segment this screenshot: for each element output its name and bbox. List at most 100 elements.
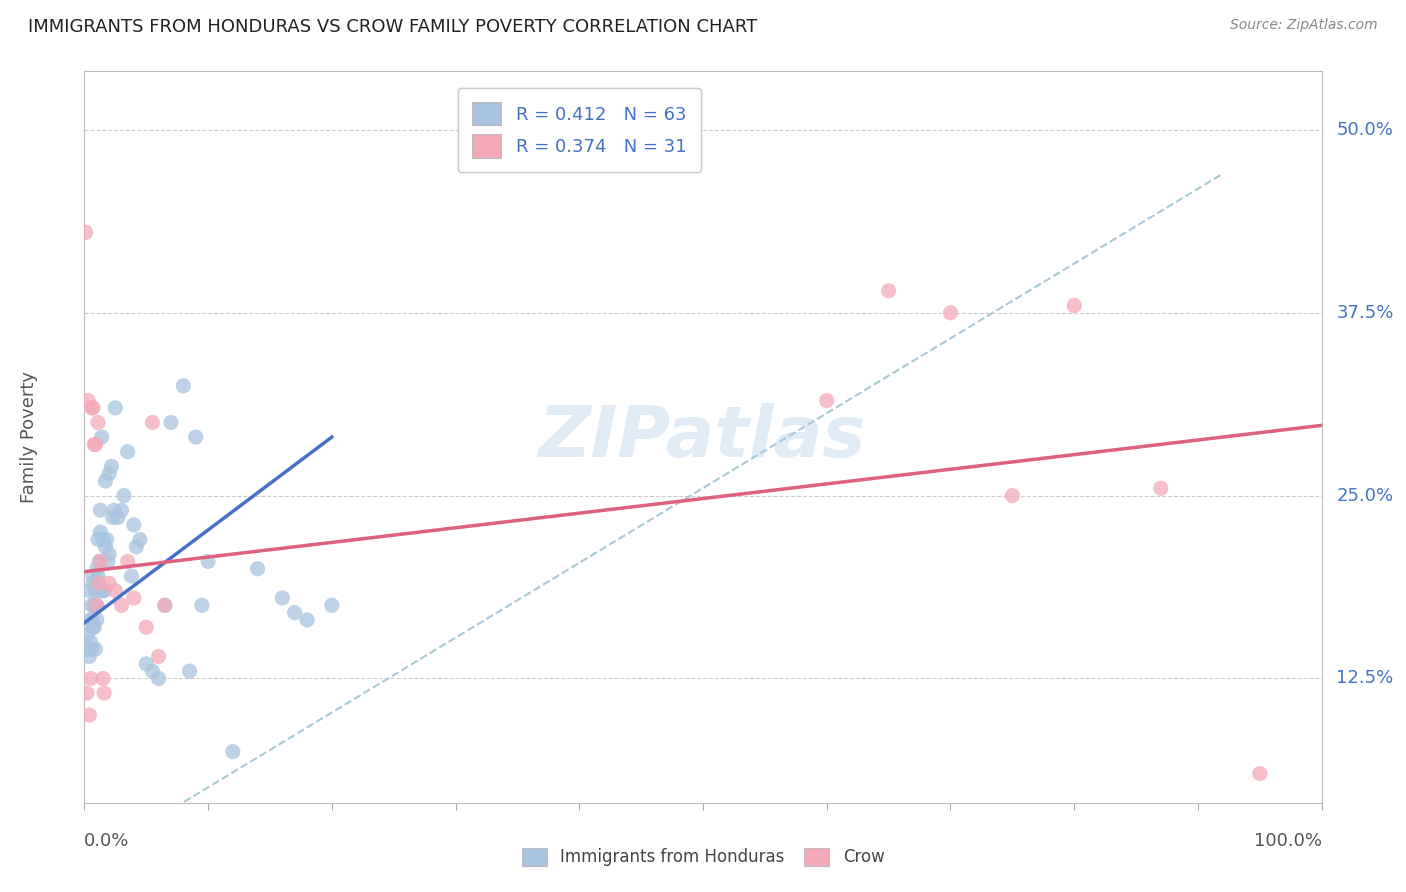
Point xyxy=(321,599,343,613)
Text: ZIPatlas: ZIPatlas xyxy=(540,402,866,472)
Point xyxy=(96,533,118,547)
Point xyxy=(939,306,962,320)
Point xyxy=(83,620,105,634)
Point xyxy=(148,649,170,664)
Point xyxy=(129,533,152,547)
Point xyxy=(93,583,115,598)
Legend: Immigrants from Honduras, Crow: Immigrants from Honduras, Crow xyxy=(513,839,893,875)
Point xyxy=(246,562,269,576)
Point xyxy=(135,620,157,634)
Point xyxy=(86,599,108,613)
Point xyxy=(86,562,108,576)
Text: Family Poverty: Family Poverty xyxy=(20,371,38,503)
Point xyxy=(284,606,307,620)
Point xyxy=(91,672,114,686)
Text: 37.5%: 37.5% xyxy=(1337,304,1393,322)
Point xyxy=(79,583,101,598)
Point xyxy=(89,554,111,568)
Point xyxy=(104,401,127,415)
Point xyxy=(86,599,108,613)
Point xyxy=(79,649,101,664)
Point xyxy=(1249,766,1271,780)
Point xyxy=(87,569,110,583)
Point xyxy=(110,503,132,517)
Point xyxy=(107,510,129,524)
Point xyxy=(117,444,139,458)
Point xyxy=(86,613,108,627)
Text: Source: ZipAtlas.com: Source: ZipAtlas.com xyxy=(1230,18,1378,32)
Point xyxy=(120,569,142,583)
Point xyxy=(103,503,125,517)
Point xyxy=(76,627,98,641)
Point xyxy=(122,591,145,605)
Point xyxy=(83,437,105,451)
Point xyxy=(94,540,117,554)
Text: 25.0%: 25.0% xyxy=(1337,487,1393,505)
Point xyxy=(89,554,111,568)
Text: 100.0%: 100.0% xyxy=(1254,832,1322,850)
Point xyxy=(84,642,107,657)
Point xyxy=(112,489,135,503)
Point xyxy=(94,474,117,488)
Point xyxy=(98,467,121,481)
Point xyxy=(98,576,121,591)
Point xyxy=(97,554,120,568)
Point xyxy=(87,533,110,547)
Point xyxy=(117,554,139,568)
Point xyxy=(84,437,107,451)
Point xyxy=(77,642,100,657)
Point xyxy=(75,225,97,239)
Point xyxy=(89,525,111,540)
Point xyxy=(1001,489,1024,503)
Point xyxy=(110,599,132,613)
Point xyxy=(179,664,201,678)
Point xyxy=(135,657,157,671)
Legend: R = 0.412   N = 63, R = 0.374   N = 31: R = 0.412 N = 63, R = 0.374 N = 31 xyxy=(458,87,700,172)
Point xyxy=(153,599,176,613)
Text: 12.5%: 12.5% xyxy=(1337,670,1393,688)
Point xyxy=(79,708,101,723)
Point xyxy=(91,533,114,547)
Point xyxy=(1150,481,1173,495)
Point xyxy=(122,517,145,532)
Point xyxy=(125,540,148,554)
Point xyxy=(80,599,103,613)
Point xyxy=(141,664,163,678)
Point xyxy=(191,599,214,613)
Point xyxy=(1063,298,1085,312)
Point xyxy=(84,583,107,598)
Point xyxy=(82,401,104,415)
Point xyxy=(877,284,900,298)
Point xyxy=(82,576,104,591)
Point xyxy=(141,416,163,430)
Point xyxy=(184,430,207,444)
Point xyxy=(89,576,111,591)
Point xyxy=(80,613,103,627)
Point xyxy=(160,416,183,430)
Text: 50.0%: 50.0% xyxy=(1337,121,1393,139)
Point xyxy=(815,393,838,408)
Point xyxy=(172,379,194,393)
Point xyxy=(148,672,170,686)
Point xyxy=(82,569,104,583)
Point xyxy=(100,459,122,474)
Point xyxy=(80,642,103,657)
Point xyxy=(83,599,105,613)
Point xyxy=(104,583,127,598)
Point xyxy=(87,416,110,430)
Point xyxy=(89,503,111,517)
Point xyxy=(295,613,318,627)
Point xyxy=(89,583,111,598)
Point xyxy=(271,591,294,605)
Point xyxy=(82,620,104,634)
Point xyxy=(79,672,101,686)
Text: IMMIGRANTS FROM HONDURAS VS CROW FAMILY POVERTY CORRELATION CHART: IMMIGRANTS FROM HONDURAS VS CROW FAMILY … xyxy=(28,18,758,36)
Point xyxy=(90,430,112,444)
Point xyxy=(197,554,219,568)
Point xyxy=(76,686,98,700)
Point xyxy=(93,686,115,700)
Point xyxy=(79,613,101,627)
Point xyxy=(101,510,124,524)
Point xyxy=(222,745,245,759)
Point xyxy=(91,583,114,598)
